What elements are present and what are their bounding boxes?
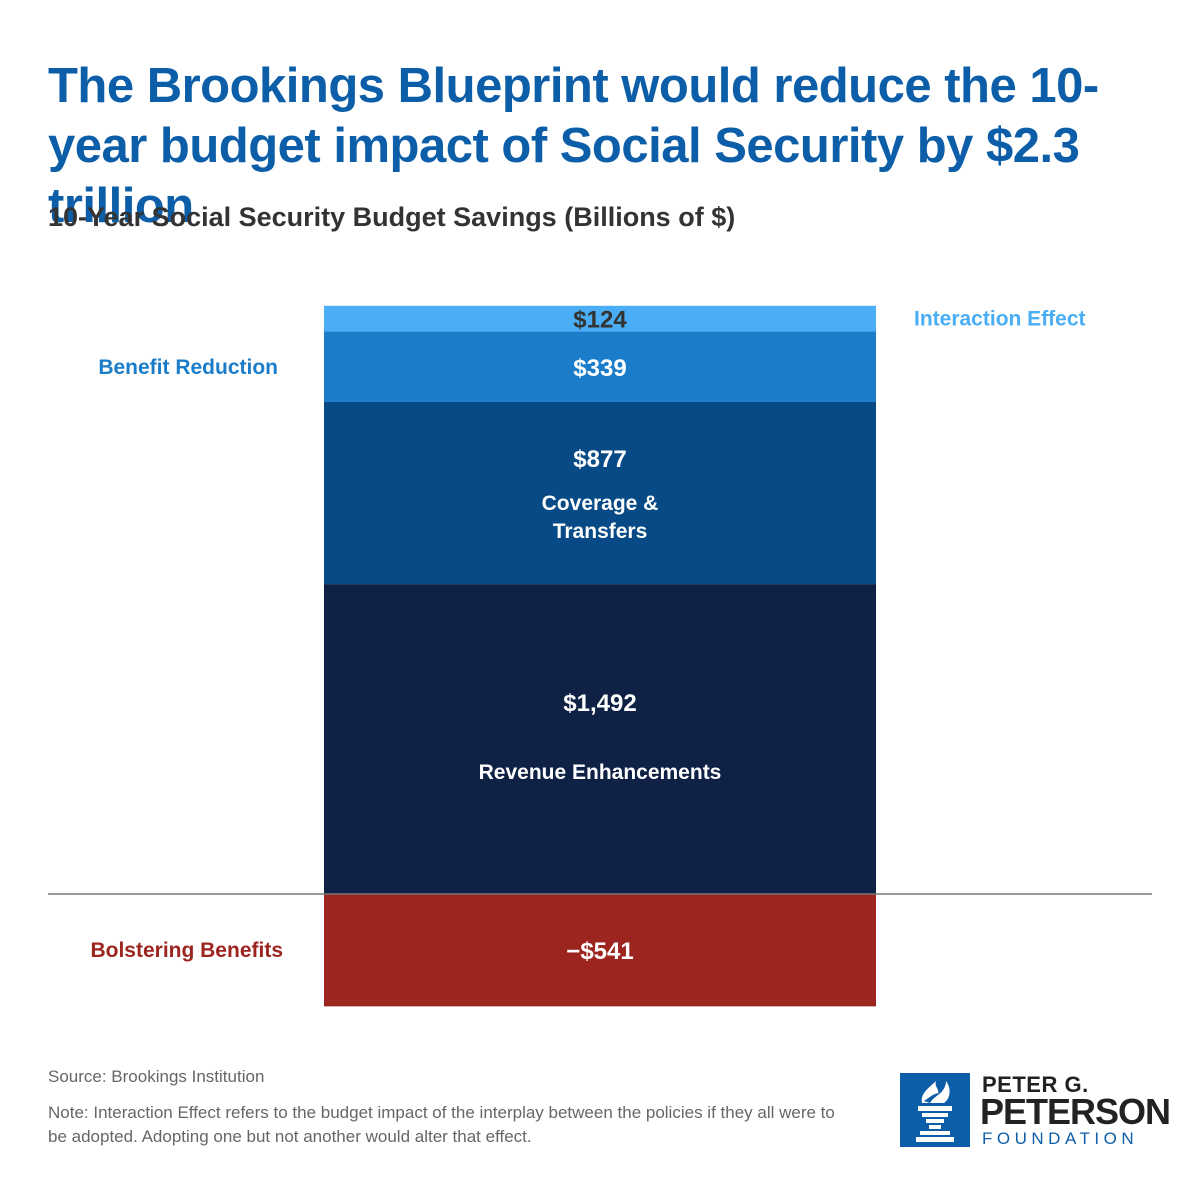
bar-segment-revenue-enhancements <box>324 584 876 894</box>
bar-segment-benefit-reduction <box>324 331 876 402</box>
data-label: $1,492 <box>563 690 636 717</box>
data-label: −$541 <box>566 938 633 965</box>
side-label: Bolstering Benefits <box>90 939 283 962</box>
chart-title: The Brookings Blueprint would reduce the… <box>48 59 1099 233</box>
torch-logo-icon <box>900 1073 970 1147</box>
bar-segment-bolstering-benefits <box>324 894 876 1007</box>
bar-segment-coverage-transfers <box>324 401 876 585</box>
peterson-foundation-logo: PETER G. PETERSON FOUNDATION <box>900 1072 1171 1149</box>
logo-text-line3: FOUNDATION <box>982 1129 1139 1148</box>
segment-inner-label: Coverage & Transfers <box>542 492 659 543</box>
side-label: Benefit Reduction <box>98 356 278 379</box>
side-label: Interaction Effect <box>914 308 1086 331</box>
source-note: Source: Brookings Institution <box>48 1067 265 1086</box>
footnote: Note: Interaction Effect refers to the b… <box>48 1103 835 1146</box>
bar-segment-interaction-effect <box>324 305 876 332</box>
data-label: $877 <box>573 446 626 473</box>
chart-subtitle: 10-Year Social Security Budget Savings (… <box>48 202 736 232</box>
logo-text-line2: PETERSON <box>980 1091 1171 1132</box>
segment-inner-label: Revenue Enhancements <box>479 761 722 784</box>
logo-text-line1: PETER G. <box>982 1072 1089 1097</box>
data-label: $339 <box>573 355 626 382</box>
data-label: $124 <box>573 307 627 334</box>
